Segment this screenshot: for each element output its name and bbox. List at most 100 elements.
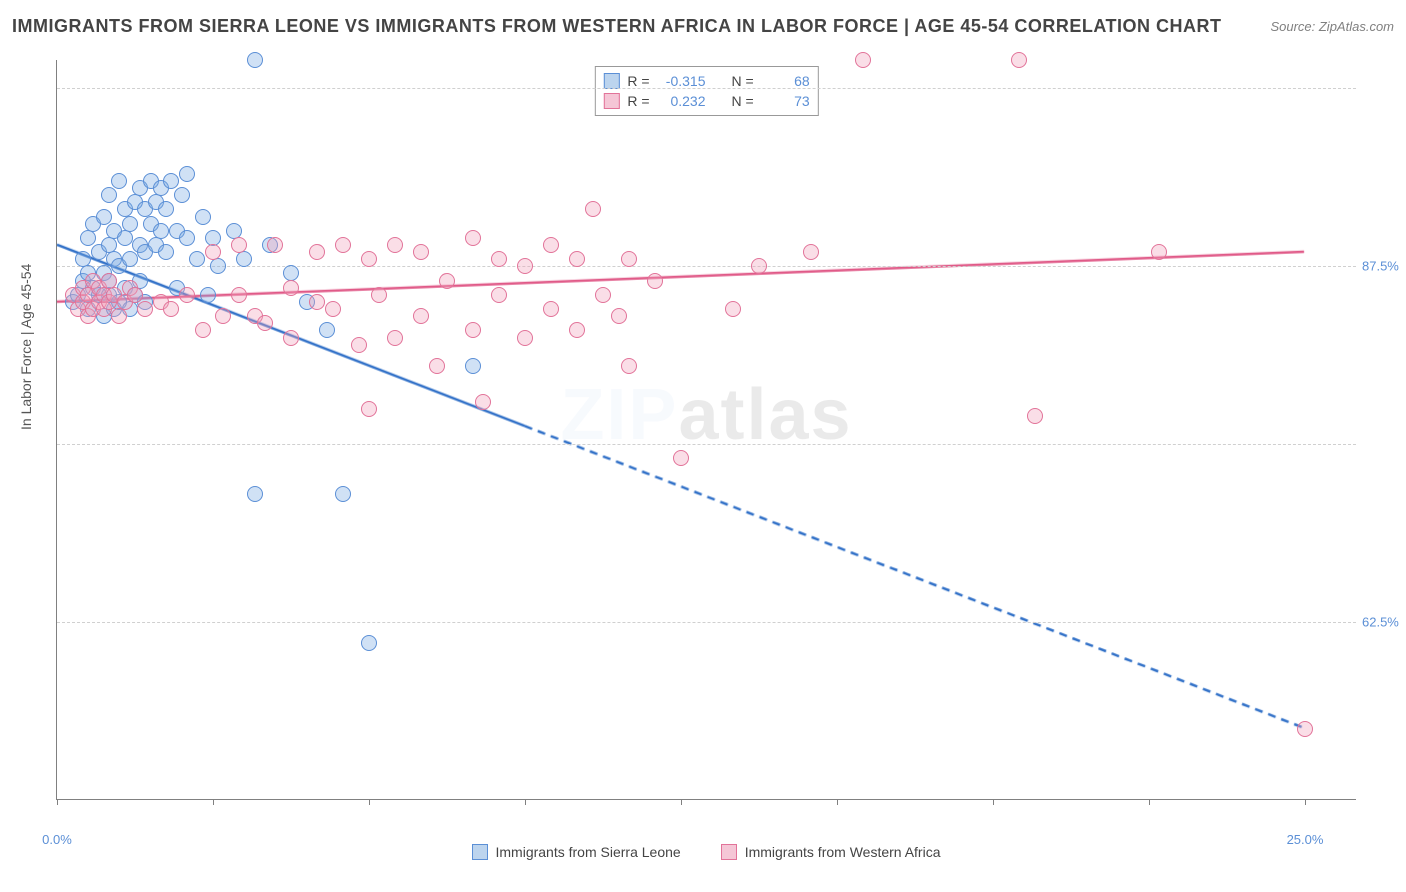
x-tick (57, 799, 58, 805)
scatter-point (247, 52, 263, 68)
plot-area: ZIPatlas R =-0.315N =68R =0.232N =73 62.… (56, 60, 1356, 800)
x-tick (681, 799, 682, 805)
scatter-point (585, 201, 601, 217)
trend-lines-canvas (57, 60, 1356, 799)
gridline (57, 266, 1356, 267)
scatter-point (163, 301, 179, 317)
scatter-point (803, 244, 819, 260)
scatter-point (283, 330, 299, 346)
legend-swatch (721, 844, 737, 860)
scatter-point (163, 173, 179, 189)
legend-series: Immigrants from Sierra Leone Immigrants f… (56, 844, 1356, 860)
scatter-point (361, 635, 377, 651)
n-label: N = (732, 91, 754, 111)
scatter-point (111, 173, 127, 189)
scatter-point (569, 251, 585, 267)
scatter-point (96, 209, 112, 225)
x-tick (1305, 799, 1306, 805)
scatter-point (647, 273, 663, 289)
scatter-point (210, 258, 226, 274)
scatter-point (205, 244, 221, 260)
scatter-point (475, 394, 491, 410)
scatter-point (1027, 408, 1043, 424)
gridline (57, 622, 1356, 623)
y-tick-label: 62.5% (1362, 615, 1406, 630)
scatter-point (257, 315, 273, 331)
scatter-point (80, 230, 96, 246)
scatter-point (174, 187, 190, 203)
scatter-point (465, 230, 481, 246)
scatter-point (325, 301, 341, 317)
scatter-point (179, 166, 195, 182)
scatter-point (465, 322, 481, 338)
x-tick (993, 799, 994, 805)
scatter-point (371, 287, 387, 303)
scatter-point (189, 251, 205, 267)
scatter-point (335, 237, 351, 253)
legend-series-item: Immigrants from Sierra Leone (472, 844, 681, 860)
x-tick (1149, 799, 1150, 805)
scatter-point (855, 52, 871, 68)
scatter-point (122, 251, 138, 267)
scatter-point (283, 280, 299, 296)
source-label: Source: ZipAtlas.com (1270, 19, 1394, 34)
scatter-point (137, 301, 153, 317)
y-tick-label: 87.5% (1362, 259, 1406, 274)
r-label: R = (627, 91, 649, 111)
scatter-point (361, 401, 377, 417)
scatter-point (387, 330, 403, 346)
scatter-point (1297, 721, 1313, 737)
scatter-point (621, 358, 637, 374)
scatter-point (335, 486, 351, 502)
legend-series-label: Immigrants from Sierra Leone (496, 844, 681, 860)
legend-swatch (472, 844, 488, 860)
scatter-point (195, 209, 211, 225)
scatter-point (491, 251, 507, 267)
n-value: 73 (762, 91, 810, 111)
scatter-point (215, 308, 231, 324)
scatter-point (751, 258, 767, 274)
scatter-point (179, 287, 195, 303)
x-tick (369, 799, 370, 805)
scatter-point (158, 244, 174, 260)
scatter-point (351, 337, 367, 353)
scatter-point (595, 287, 611, 303)
scatter-point (517, 330, 533, 346)
scatter-point (543, 237, 559, 253)
legend-series-item: Immigrants from Western Africa (721, 844, 941, 860)
scatter-point (111, 308, 127, 324)
scatter-point (569, 322, 585, 338)
scatter-point (517, 258, 533, 274)
x-tick (837, 799, 838, 805)
scatter-point (122, 216, 138, 232)
title-bar: IMMIGRANTS FROM SIERRA LEONE VS IMMIGRAN… (12, 16, 1394, 37)
scatter-point (309, 294, 325, 310)
scatter-point (309, 244, 325, 260)
scatter-point (465, 358, 481, 374)
x-tick (525, 799, 526, 805)
legend-series-label: Immigrants from Western Africa (745, 844, 941, 860)
scatter-point (429, 358, 445, 374)
scatter-point (621, 251, 637, 267)
scatter-point (231, 287, 247, 303)
scatter-point (117, 230, 133, 246)
scatter-point (439, 273, 455, 289)
scatter-point (543, 301, 559, 317)
watermark-zip: ZIP (560, 375, 678, 455)
scatter-point (158, 201, 174, 217)
scatter-point (200, 287, 216, 303)
scatter-point (413, 244, 429, 260)
legend-swatch (603, 93, 619, 109)
scatter-point (319, 322, 335, 338)
gridline (57, 444, 1356, 445)
scatter-point (153, 223, 169, 239)
r-value: 0.232 (658, 91, 706, 111)
watermark-atlas: atlas (678, 375, 852, 455)
scatter-point (195, 322, 211, 338)
scatter-point (236, 251, 252, 267)
y-axis-label: In Labor Force | Age 45-54 (18, 264, 34, 430)
scatter-point (413, 308, 429, 324)
scatter-point (361, 251, 377, 267)
scatter-point (611, 308, 627, 324)
scatter-point (491, 287, 507, 303)
